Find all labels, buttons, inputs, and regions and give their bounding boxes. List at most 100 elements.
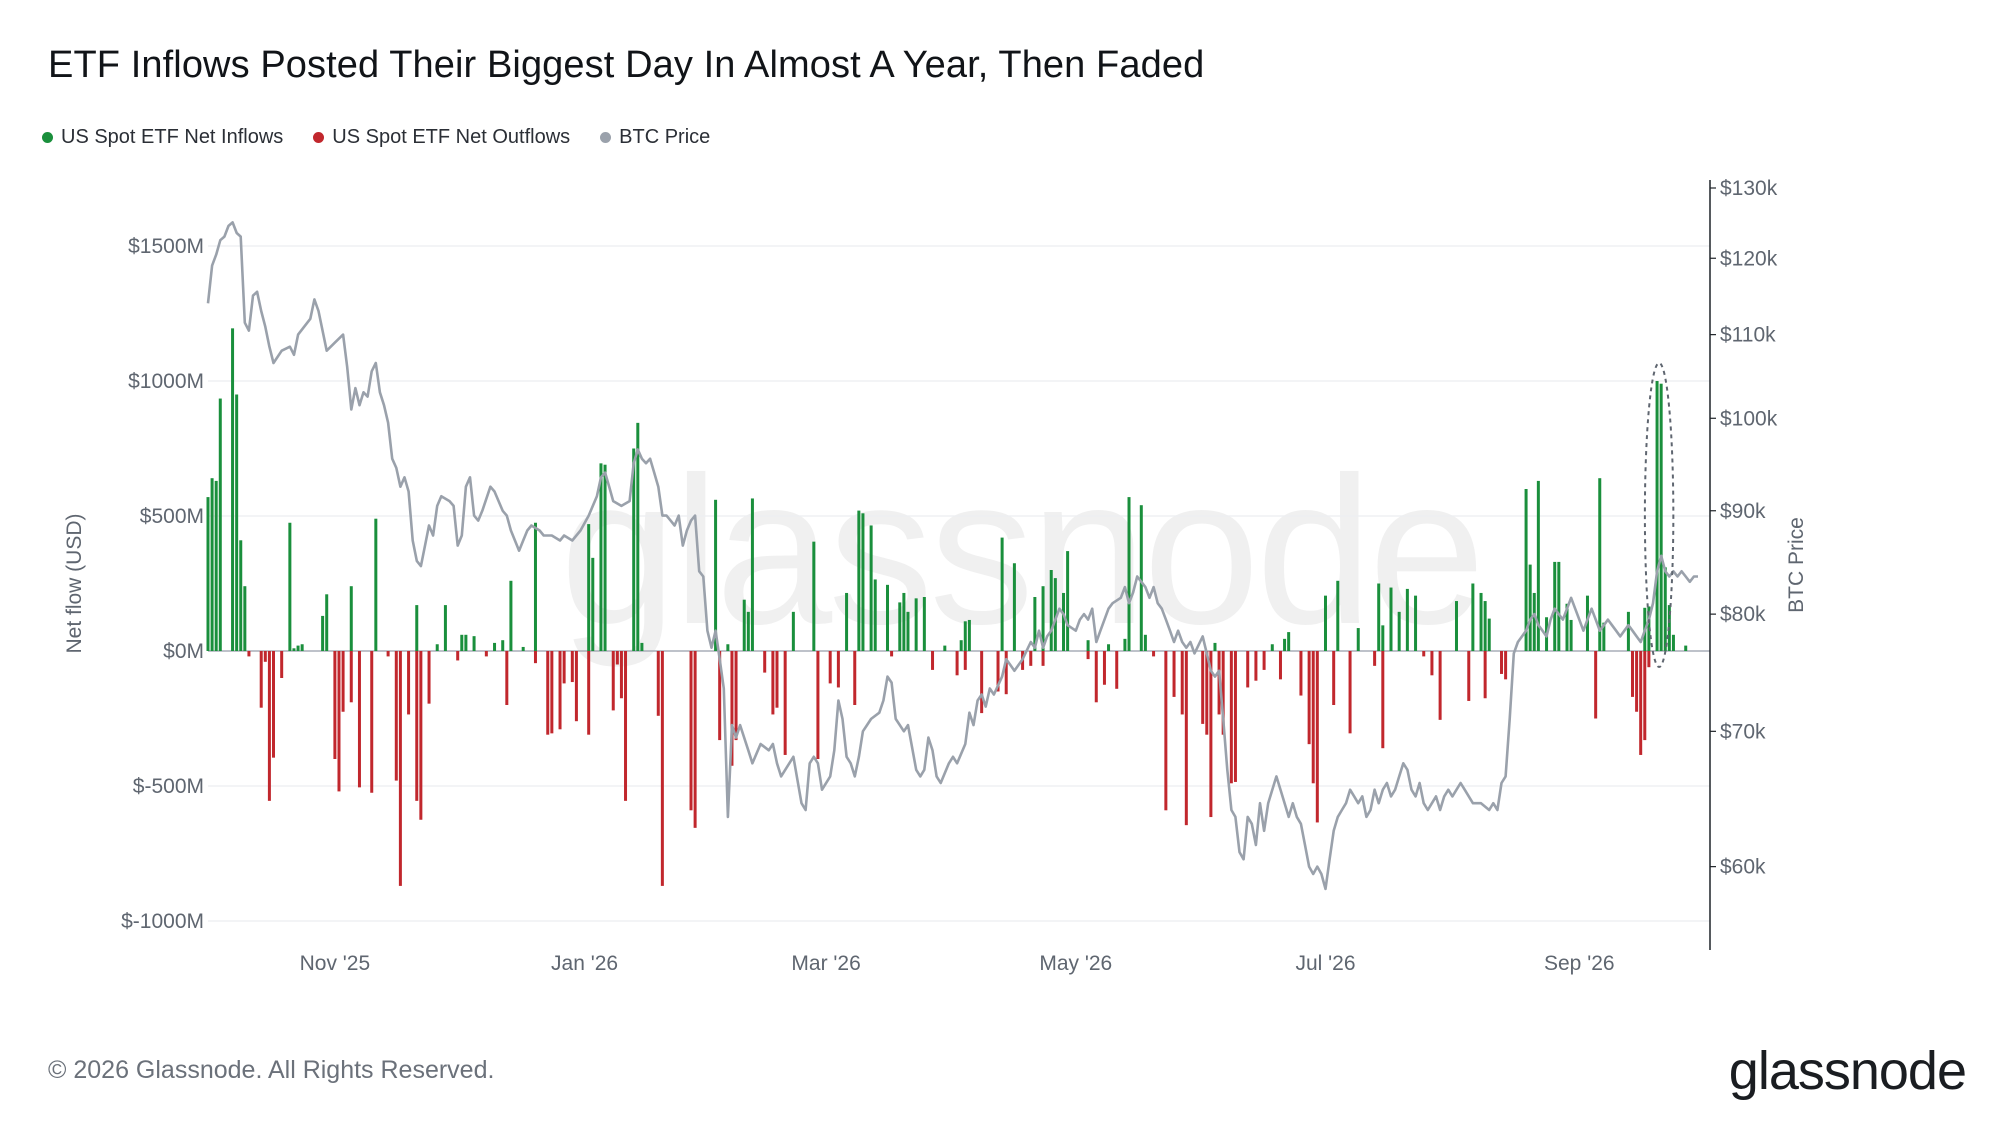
inflow-bar-29 — [599, 463, 603, 651]
inflow-bar-65 — [1107, 644, 1111, 651]
outflow-bar-68 — [1201, 651, 1205, 724]
outflow-bar-18 — [427, 651, 431, 704]
outflow-bar-62 — [1115, 651, 1119, 689]
outflow-bar-24 — [550, 651, 554, 734]
inflow-bar-60 — [1049, 570, 1053, 651]
inflow-bar-2 — [214, 480, 218, 651]
legend-item-inflows[interactable]: US Spot ETF Net Inflows — [42, 126, 283, 149]
outflow-bar-67 — [1184, 651, 1188, 826]
outflow-bar-12 — [386, 651, 390, 657]
outflow-bar-78 — [1278, 651, 1282, 680]
inflow-bar-23 — [501, 640, 505, 651]
outflow-bar-40 — [734, 651, 738, 741]
inflow-bar-62 — [1062, 592, 1066, 651]
y-tick-label-2: $500M — [140, 505, 204, 528]
outflow-bar-34 — [656, 651, 660, 716]
inflow-bar-19 — [460, 634, 464, 651]
outflow-bar-16 — [415, 651, 419, 801]
inflow-bar-89 — [1528, 564, 1532, 651]
chart-title: ETF Inflows Posted Their Biggest Day In … — [48, 44, 1205, 86]
legend-item-btc-price[interactable]: BTC Price — [600, 126, 710, 149]
outflow-bar-15 — [407, 651, 411, 715]
inflow-bar-108 — [1684, 645, 1688, 651]
inflow-bar-100 — [1626, 611, 1630, 651]
outflow-bar-14 — [398, 651, 402, 886]
inflow-bar-31 — [632, 448, 636, 651]
inflow-bar-70 — [1213, 642, 1217, 651]
inflow-bar-8 — [288, 522, 292, 651]
outflow-bar-93 — [1504, 651, 1508, 680]
inflow-bar-35 — [726, 644, 730, 651]
inflow-bar-9 — [292, 648, 296, 651]
legend-item-outflows[interactable]: US Spot ETF Net Outflows — [313, 126, 570, 149]
inflow-bar-50 — [914, 598, 918, 651]
inflow-bar-40 — [812, 541, 816, 651]
outflow-bar-70 — [1209, 651, 1213, 818]
inflow-bar-55 — [967, 619, 971, 651]
outflow-bar-42 — [771, 651, 775, 715]
legend-label-inflows: US Spot ETF Net Inflows — [61, 126, 284, 148]
outflow-bar-60 — [1094, 651, 1098, 703]
outflow-bar-33 — [624, 651, 628, 801]
inflow-bar-74 — [1324, 595, 1327, 651]
inflow-bar-69 — [1143, 634, 1147, 651]
outflow-bar-69 — [1205, 651, 1209, 735]
outflow-bar-80 — [1307, 651, 1311, 745]
inflow-bar-5 — [235, 394, 239, 651]
inflow-bar-33 — [640, 642, 644, 651]
inflow-bar-37 — [746, 611, 750, 651]
inflow-bar-4 — [231, 328, 235, 651]
outflow-bar-89 — [1438, 651, 1442, 720]
outflow-bar-39 — [730, 651, 734, 766]
outflow-bar-45 — [816, 651, 820, 759]
inflow-bar-95 — [1565, 603, 1569, 651]
outflow-bar-47 — [836, 651, 840, 688]
outflow-bar-19 — [456, 651, 460, 661]
inflow-bar-17 — [435, 644, 439, 651]
outflow-bar-28 — [574, 651, 578, 722]
outflow-bar-21 — [505, 651, 509, 705]
inflow-bar-87 — [1487, 618, 1491, 651]
outflow-bar-55 — [1004, 651, 1008, 695]
inflow-bar-83 — [1454, 601, 1458, 651]
inflow-bar-1 — [210, 478, 214, 651]
outflow-bar-1 — [259, 651, 263, 708]
inflow-bar-30 — [603, 464, 607, 651]
outflow-bar-92 — [1500, 651, 1504, 674]
outflow-bar-85 — [1373, 651, 1377, 666]
inflow-bar-96 — [1569, 619, 1573, 651]
outflow-bar-90 — [1467, 651, 1471, 701]
btc-price-line — [206, 221, 1698, 891]
inflow-bar-78 — [1381, 625, 1385, 651]
x-tick-label-1: Jan '26 — [551, 952, 618, 975]
x-tick-label-4: Jul '26 — [1295, 952, 1355, 975]
inflow-bar-75 — [1336, 580, 1340, 651]
outflow-bar-36 — [689, 651, 693, 811]
axes: $1500M $1000M $500M $0M $-500M $-1000M $130k $1… — [63, 177, 1808, 975]
inflow-bar-43 — [861, 513, 865, 651]
highlight-ellipse — [1643, 362, 1675, 668]
inflow-bar-86 — [1483, 601, 1487, 651]
inflow-bar-18 — [443, 605, 447, 651]
y-axis-title: Net flow (USD) — [63, 513, 86, 653]
inflow-bar-54 — [963, 621, 967, 651]
inflow-bar-20 — [464, 634, 468, 651]
inflow-bar-80 — [1397, 611, 1401, 651]
inflow-bar-27 — [587, 524, 591, 651]
inflow-bar-66 — [1123, 638, 1127, 651]
inflow-bar-107 — [1671, 634, 1675, 651]
inflow-bar-59 — [1041, 586, 1045, 651]
outflow-bar-63 — [1152, 651, 1156, 657]
outflow-bar-10 — [357, 651, 361, 788]
inflow-bar-53 — [959, 640, 963, 651]
y-tick-label-0: $1500M — [128, 235, 204, 258]
outflow-bar-66 — [1180, 651, 1184, 715]
y-tick-label-5: $-1000M — [121, 910, 204, 933]
inflow-bar-10 — [296, 645, 300, 651]
chart-legend: US Spot ETF Net Inflows US Spot ETF Net … — [42, 126, 710, 149]
inflow-bar-14 — [349, 586, 353, 651]
outflow-bar-38 — [718, 651, 722, 741]
outflow-bar-82 — [1315, 651, 1319, 823]
outflow-bar-52 — [963, 651, 967, 670]
outflow-bar-49 — [890, 651, 894, 657]
